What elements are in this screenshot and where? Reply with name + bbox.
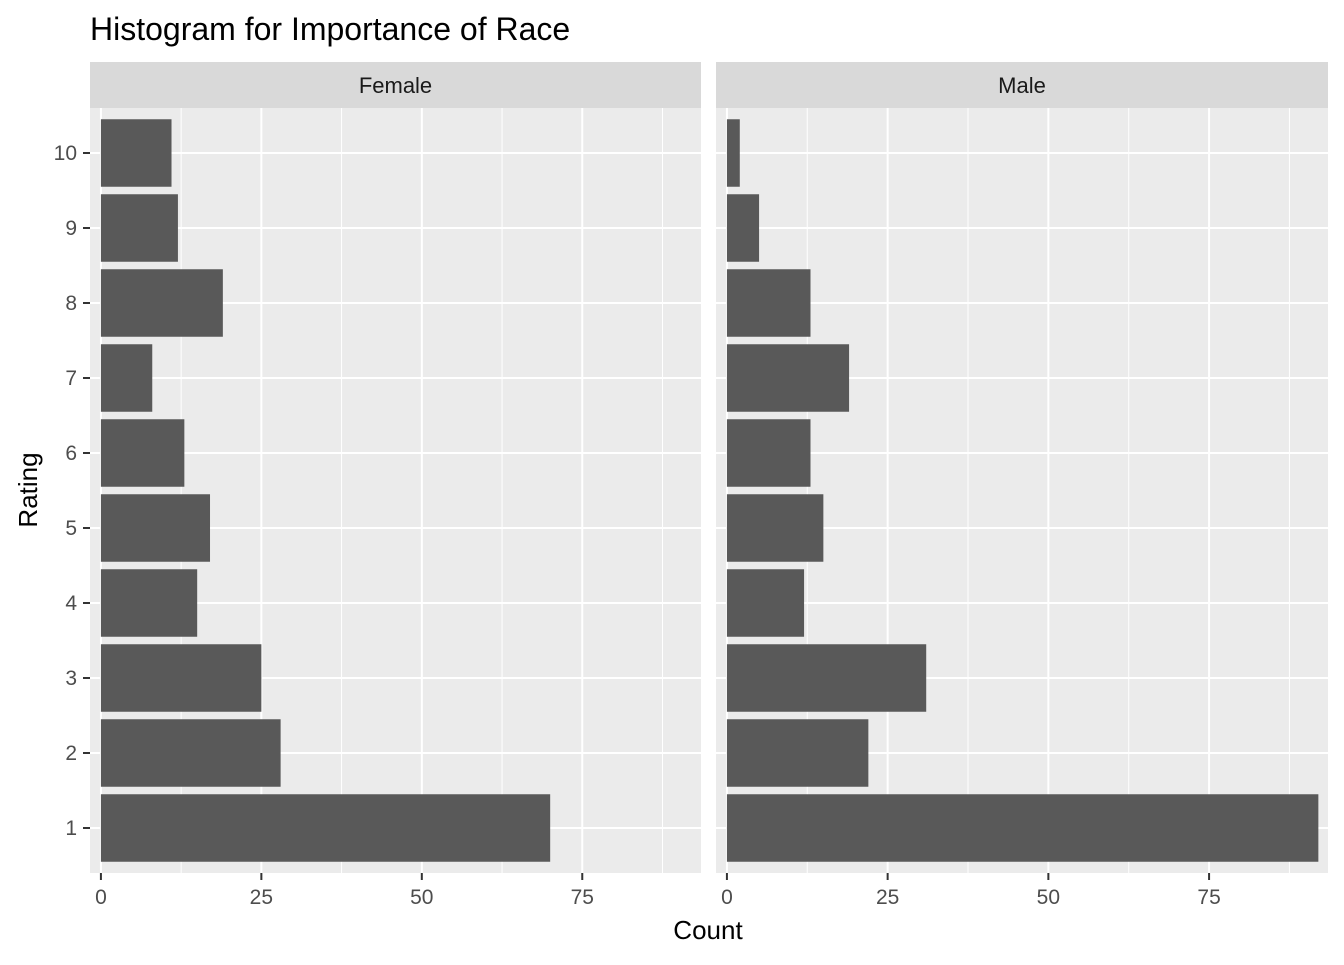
bar-male-rating-10	[726, 119, 740, 187]
chart-title: Histogram for Importance of Race	[90, 11, 570, 47]
bar-female-rating-9	[100, 194, 178, 262]
y-tick-label: 6	[65, 442, 77, 465]
y-tick-label: 10	[54, 142, 77, 165]
facet-strip-label: Female	[359, 73, 432, 98]
y-tick-label: 7	[65, 367, 77, 390]
bar-female-rating-1	[100, 794, 551, 862]
facet-strip-label: Male	[998, 73, 1046, 98]
facet-female: Female 0 25 50 75	[90, 62, 701, 909]
facet-male: Male 0 25 50 75	[716, 62, 1328, 909]
bar-male-rating-5	[726, 494, 824, 562]
x-axis-title: Count	[673, 915, 743, 945]
x-tick-label: 25	[250, 886, 273, 909]
x-tick-label: 50	[410, 886, 433, 909]
bar-female-rating-5	[100, 494, 211, 562]
bar-female-rating-6	[100, 419, 185, 487]
bar-female-rating-10	[100, 119, 172, 187]
x-tick-label: 25	[876, 886, 899, 909]
x-tick-label: 75	[571, 886, 594, 909]
bar-female-rating-8	[100, 269, 223, 337]
bar-female-rating-7	[100, 344, 153, 412]
y-axis: 1 2 3 4 5 6 7 8 9 10	[54, 142, 90, 840]
facet-strip	[90, 62, 701, 108]
y-tick-label: 5	[65, 517, 77, 540]
x-tick-label: 0	[721, 886, 733, 909]
x-tick-label: 50	[1037, 886, 1060, 909]
y-tick-label: 1	[65, 817, 77, 840]
x-tick-label: 75	[1197, 886, 1220, 909]
y-tick-label: 3	[65, 667, 77, 690]
facets-layer: Female 0 25 50 75 Male 0 25 50 75 1 2 3 4 5 6 7 8 9 10	[54, 62, 1328, 909]
bar-female-rating-3	[100, 644, 262, 712]
bar-male-rating-6	[726, 419, 811, 487]
y-tick-label: 4	[65, 592, 77, 615]
bar-male-rating-2	[726, 719, 869, 787]
bar-female-rating-2	[100, 719, 281, 787]
y-axis-title: Rating	[13, 452, 43, 527]
bar-male-rating-8	[726, 269, 811, 337]
x-tick-label: 0	[95, 886, 107, 909]
bar-female-rating-4	[100, 569, 198, 637]
bar-male-rating-7	[726, 344, 850, 412]
bar-male-rating-3	[726, 644, 927, 712]
y-tick-label: 9	[65, 217, 77, 240]
bar-male-rating-9	[726, 194, 760, 262]
facet-strip	[716, 62, 1328, 108]
y-tick-label: 8	[65, 292, 77, 315]
bar-male-rating-4	[726, 569, 805, 637]
bar-male-rating-1	[726, 794, 1319, 862]
y-tick-label: 2	[65, 742, 77, 765]
